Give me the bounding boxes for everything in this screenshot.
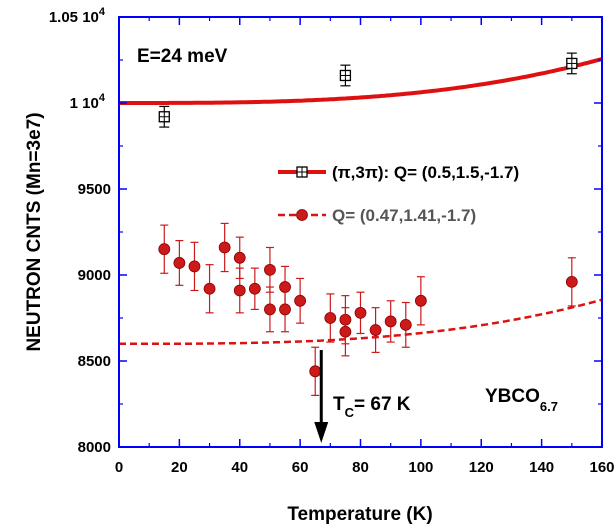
circle-marker [203, 282, 216, 295]
circle-marker [294, 294, 307, 307]
tc-annotation: TC= 67 K [314, 350, 411, 443]
y-tick-label: 8000 [78, 439, 111, 456]
x-tick-label: 40 [231, 459, 248, 476]
y-tick-label: 8500 [78, 353, 111, 370]
y-tick-label: 1 104 [70, 92, 106, 112]
circle-marker [233, 251, 246, 264]
circle-marker [218, 241, 231, 254]
sample-subscript: 6.7 [540, 399, 558, 414]
sample-label: YBCO [485, 386, 540, 407]
circle-marker [369, 324, 382, 336]
svg-text:TC= 67 K: TC= 67 K [333, 394, 411, 420]
legend: (π,3π): Q= (0.5,1.5,-1.7) Q= (0.47,1.41,-… [278, 163, 519, 225]
x-axis-label: Temperature (K) [287, 504, 432, 525]
x-tick-label: 0 [115, 459, 123, 476]
circle-marker [399, 318, 412, 331]
fit-line-dashed [119, 298, 603, 346]
circle-marker [233, 284, 246, 297]
circle-marker [354, 306, 367, 319]
x-tick-label: 20 [171, 459, 188, 476]
y-axis-label: NEUTRON CNTS (Mn=3e7) [24, 112, 45, 351]
tc-arrowhead [314, 422, 329, 443]
circle-marker [173, 257, 186, 269]
y-tick-label: 9000 [78, 267, 111, 284]
x-tick-label: 160 [589, 459, 614, 476]
tc-label: T [333, 394, 345, 415]
y-tick-label: 9500 [78, 181, 111, 198]
circle-marker [384, 315, 397, 328]
circle-marker [279, 303, 291, 316]
fit-line-solid [119, 57, 603, 105]
tc-subscript: C [345, 405, 355, 420]
circle-marker [158, 243, 171, 256]
circle-marker [339, 325, 352, 338]
circle-marker [248, 282, 261, 295]
tc-value: = 67 K [354, 394, 411, 415]
x-tick-label: 80 [352, 459, 369, 476]
axes: 0 20 40 60 80 100 120 140 160 8000 8500 9000 9500 1 1… [49, 6, 615, 476]
data-series [158, 52, 578, 396]
circle-marker [324, 312, 337, 324]
circle-marker [264, 263, 276, 276]
x-tick-label: 140 [529, 459, 554, 476]
x-tick-label: 60 [292, 459, 309, 476]
y-tick-label: 1.05 104 [49, 6, 106, 26]
legend-label: Q= (0.47,1.41,-1.7) [332, 206, 476, 225]
circle-marker [309, 365, 322, 378]
x-tick-label: 120 [469, 459, 494, 476]
plot-frame [118, 16, 603, 448]
energy-annotation: E=24 meV [137, 46, 228, 67]
circle-marker [188, 260, 201, 273]
legend-label: (π,3π): Q= (0.5,1.5,-1.7) [332, 163, 519, 182]
fit-curves [119, 57, 603, 346]
x-tick-label: 100 [408, 459, 433, 476]
legend-circle-marker [296, 209, 308, 221]
circle-marker [565, 275, 578, 288]
circle-marker [264, 303, 276, 316]
svg-text:YBCO6.7: YBCO6.7 [485, 386, 558, 414]
circle-marker [414, 294, 427, 307]
